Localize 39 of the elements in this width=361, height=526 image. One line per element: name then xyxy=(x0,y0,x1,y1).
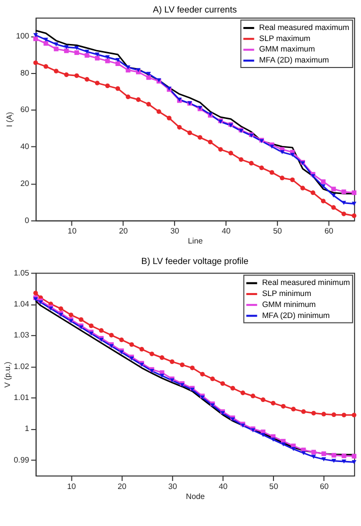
legend-label: Real measured maximum xyxy=(259,22,350,32)
y-tick-label: 20 xyxy=(20,178,30,188)
y-tick-label: 60 xyxy=(20,105,30,114)
y-tick-label: 1.02 xyxy=(14,362,30,371)
x-tick-label: 60 xyxy=(324,226,334,236)
x-tick-label: 40 xyxy=(218,482,228,491)
y-tick-label: 1.05 xyxy=(14,268,30,278)
y-tick-label: 0 xyxy=(24,216,30,225)
x-tick-label: 50 xyxy=(273,226,283,236)
chart-title: A) LV feeder currents xyxy=(152,4,238,15)
chart-title: B) LV feeder voltage profile xyxy=(141,256,248,266)
legend-label: MFA (2D) minimum xyxy=(262,310,330,320)
x-tick-label: 60 xyxy=(320,482,330,491)
legend-label: MFA (2D) maximum xyxy=(259,56,330,65)
y-tick-label: 100 xyxy=(16,32,30,41)
x-tick-label: 20 xyxy=(119,226,128,236)
y-tick-label: 0.99 xyxy=(14,455,30,464)
x-tick-label: 20 xyxy=(118,482,128,491)
x-tick-label: 30 xyxy=(168,482,178,491)
y-tick-label: 1.03 xyxy=(14,330,30,340)
x-tick-label: 40 xyxy=(222,226,232,236)
legend-label: Real measured minimum xyxy=(262,278,350,288)
y-axis-title: V (p.u.) xyxy=(2,361,12,388)
y-axis-title: I (A) xyxy=(5,112,14,127)
y-tick-label: 1.04 xyxy=(14,299,30,308)
x-axis-title: Line xyxy=(188,236,204,246)
legend-label: GMM maximum xyxy=(259,44,316,54)
legend-label: SLP minimum xyxy=(262,289,312,298)
y-tick-label: 1 xyxy=(24,424,30,434)
y-tick-label: 80 xyxy=(20,68,30,78)
x-tick-label: 30 xyxy=(170,226,180,236)
x-axis-title: Node xyxy=(186,492,206,501)
x-tick-label: 10 xyxy=(67,482,76,491)
legend-label: GMM minimum xyxy=(262,300,316,309)
legend-label: SLP maximum xyxy=(259,34,311,43)
y-tick-label: 40 xyxy=(20,142,30,152)
y-tick-label: 1.01 xyxy=(14,393,30,402)
x-tick-label: 50 xyxy=(269,482,279,491)
x-tick-label: 10 xyxy=(68,226,78,236)
